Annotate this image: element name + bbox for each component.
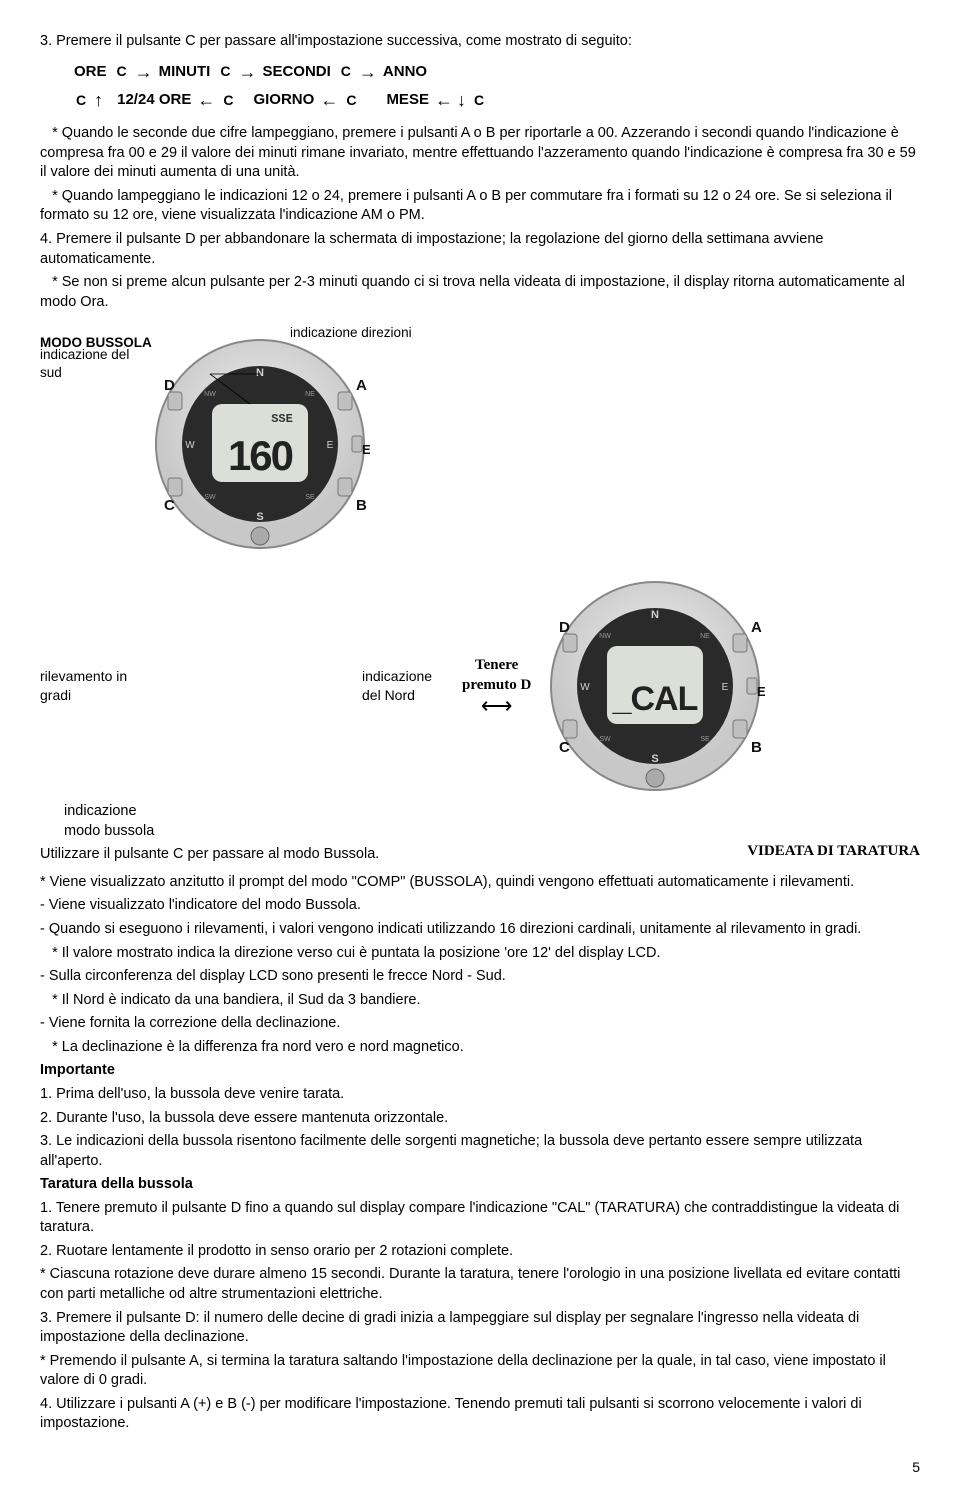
label-rilevamento-gradi: rilevamento in gradi [40,667,150,705]
arrow-down-icon: ↓ [455,88,468,112]
flow-ore: ORE [70,62,111,82]
svg-text:160: 160 [228,432,293,479]
svg-text:E: E [327,440,334,451]
svg-text:S: S [256,511,263,523]
heading-taratura: Taratura della bussola [40,1175,920,1195]
label-indicazione-modo: indicazione modo bussola [64,802,920,841]
para-4: * Se non si preme alcun pulsante per 2-3… [40,273,920,312]
arrow-left-icon: ← [195,88,217,112]
body-l5: * Il valore mostrato indica la direzione… [40,944,920,964]
body-t3: * Ciascuna rotazione deve durare almeno … [40,1265,920,1304]
body-t1: 1. Tenere premuto il pulsante D fino a q… [40,1199,920,1238]
body-l3: - Viene visualizzato l'indicatore del mo… [40,896,920,916]
watch-image-1: N S W E NW NE SE SW SSE 160 D A C B E [150,334,370,554]
body-l7: * Il Nord è indicato da una bandiera, il… [40,991,920,1011]
intro-line: 3. Premere il pulsante C per passare all… [40,32,920,52]
svg-text:SSE: SSE [271,412,293,426]
svg-text:S: S [652,753,659,765]
para-1: * Quando le seconde due cifre lampeggian… [40,124,920,183]
svg-text:_CAL: _CAL [612,680,698,718]
svg-text:B: B [356,497,367,514]
svg-text:A: A [356,377,367,394]
svg-text:SW: SW [600,736,612,743]
svg-text:NE: NE [305,391,315,398]
svg-text:SE: SE [305,494,315,501]
svg-text:E: E [722,682,729,693]
watch-image-2: N S W E NW NE SE SW _CAL D A C B E [545,576,765,796]
body-i2: 2. Durante l'uso, la bussola deve essere… [40,1109,920,1129]
svg-text:N: N [256,367,264,379]
svg-text:B: B [751,739,762,756]
arrow-right-icon: → [357,60,379,84]
label-tenere-premuto-d: Tenere premuto D [462,655,531,696]
body-l8: - Viene fornita la correzione della decl… [40,1014,920,1034]
flow-c: C [335,62,357,81]
para-2: * Quando lampeggiano le indicazioni 12 o… [40,187,920,226]
svg-text:C: C [559,739,570,756]
svg-text:E: E [757,684,765,699]
flow-c: C [111,62,133,81]
arrow-left-icon: ← [318,88,340,112]
heading-importante: Importante [40,1061,920,1081]
flow-giorno: GIORNO [249,90,318,110]
page-number: 5 [40,1458,920,1477]
svg-text:N: N [651,609,659,621]
body-i3: 3. Le indicazioni della bussola risenton… [40,1132,920,1171]
body-t5: * Premendo il pulsante A, si termina la … [40,1352,920,1391]
svg-text:W: W [185,440,195,451]
flow-minuti: MINUTI [155,62,215,82]
double-arrow-icon: ⟷ [481,695,513,717]
flow-mese: MESE [382,90,433,110]
svg-text:E: E [362,442,370,457]
settings-flow: ORE C → MINUTI C → SECONDI C → ANNO C ↑ … [70,60,920,113]
arrow-right-icon: → [236,60,258,84]
svg-text:NE: NE [700,633,710,640]
body-l1: Utilizzare il pulsante C per passare al … [40,845,707,865]
flow-c: C [70,91,92,110]
flow-c: C [468,91,490,110]
para-3: 4. Premere il pulsante D per abbandonare… [40,230,920,269]
flow-anno: ANNO [379,62,431,82]
body-i1: 1. Prima dell'uso, la bussola deve venir… [40,1085,920,1105]
flow-1224: 12/24 ORE [113,90,195,110]
svg-text:C: C [164,497,175,514]
body-t2: 2. Ruotare lentamente il prodotto in sen… [40,1242,920,1262]
body-t6: 4. Utilizzare i pulsanti A (+) e B (-) p… [40,1395,920,1434]
flow-c: C [217,91,239,110]
label-indicazione-sud: indicazione del sud [40,346,129,382]
svg-text:NW: NW [599,633,611,640]
arrow-right-icon: → [133,60,155,84]
arrow-left-icon: ← [433,88,455,112]
flow-c: C [340,91,362,110]
label-indicazione-nord: indicazione del Nord [362,667,448,705]
svg-text:SW: SW [204,494,216,501]
svg-text:SE: SE [701,736,711,743]
flow-c: C [214,62,236,81]
arrow-up-icon: ↑ [92,88,105,112]
label-videata-taratura: VIDEATA DI TARATURA [747,841,920,861]
body-l2: * Viene visualizzato anzitutto il prompt… [40,873,920,893]
svg-text:NW: NW [204,391,216,398]
svg-text:D: D [164,377,175,394]
svg-text:W: W [581,682,591,693]
body-l9: * La declinazione è la differenza fra no… [40,1038,920,1058]
flow-secondi: SECONDI [258,62,334,82]
svg-text:A: A [751,619,762,636]
body-t4: 3. Premere il pulsante D: il numero dell… [40,1309,920,1348]
body-l4: - Quando si eseguono i rilevamenti, i va… [40,920,920,940]
svg-text:D: D [559,619,570,636]
body-l6: - Sulla circonferenza del display LCD so… [40,967,920,987]
